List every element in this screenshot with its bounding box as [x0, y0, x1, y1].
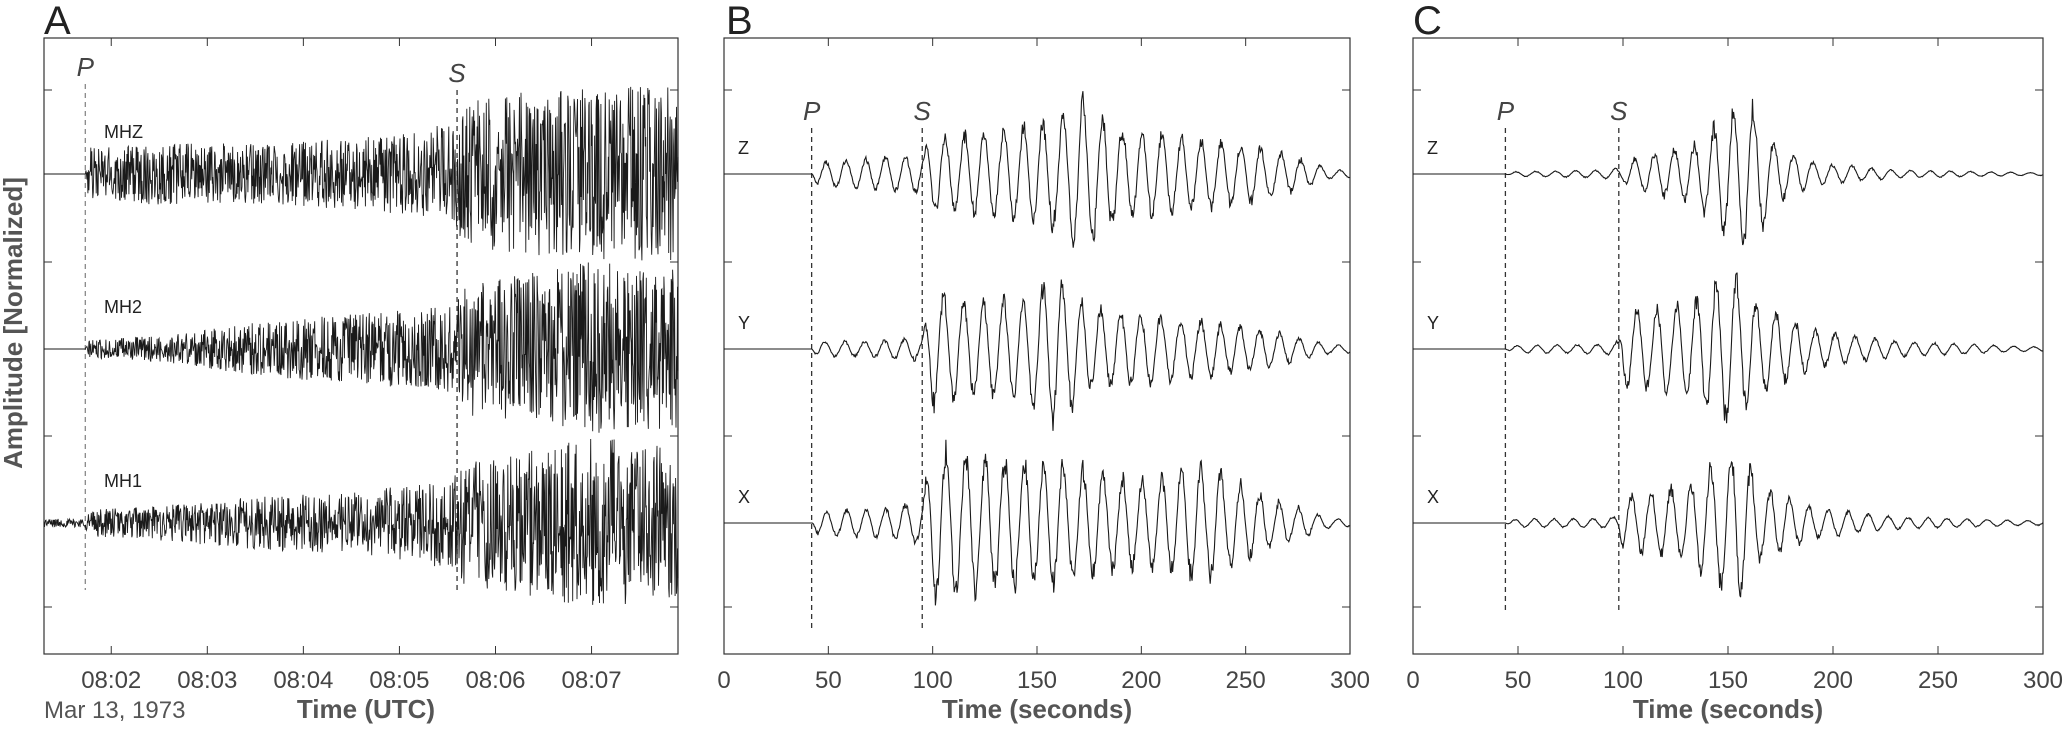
trace-MH1 [43, 438, 679, 605]
panel-C: C 0 50 100 150 200 250 300 Time (seconds) P S Z Y X [1406, 0, 2063, 724]
trace-Z [724, 91, 1351, 248]
panel-B: B 0 50 100 150 200 250 300 Time (seconds) P S Z Y X [717, 0, 1370, 724]
trace-X [1413, 460, 2044, 598]
x-axis-label: Time (UTC) [297, 694, 435, 724]
x-tick-label: 200 [1121, 667, 1161, 694]
channel-label-Z: Z [738, 138, 749, 158]
x-tick-label: 100 [913, 667, 953, 694]
panel-letter: C [1413, 0, 1442, 43]
trace-MHZ [44, 86, 679, 261]
phase-pick-S-label: S [1610, 96, 1628, 126]
x-tick-label: 08:03 [177, 667, 237, 694]
x-tick-label: 300 [2023, 667, 2063, 694]
x-tick-label: 50 [1505, 667, 1532, 694]
channel-label-Y: Y [1427, 313, 1439, 333]
trace-Y [724, 279, 1351, 431]
channel-label-MHZ: MHZ [104, 122, 143, 142]
x-tick-label: 08:02 [81, 667, 141, 694]
x-tick-label: 08:07 [562, 667, 622, 694]
x-axis-label: Time (seconds) [942, 694, 1132, 724]
phase-pick-S-label: S [914, 96, 932, 126]
x-tick-label: 50 [815, 667, 842, 694]
phase-pick-P-label: P [803, 96, 821, 126]
channel-label-Y: Y [738, 313, 750, 333]
date-label: Mar 13, 1973 [44, 697, 185, 724]
x-tick-label: 200 [1813, 667, 1853, 694]
x-tick-label: 08:05 [369, 667, 429, 694]
panel-A: A 08:02 08:03 08:04 08:05 08:06 08:07 Time (UTC… [43, 0, 679, 724]
x-tick-label: 150 [1708, 667, 1748, 694]
channel-label-MH1: MH1 [104, 471, 142, 491]
phase-pick-P-label: P [77, 52, 95, 82]
trace-MH2 [44, 262, 679, 433]
x-tick-label: 08:06 [465, 667, 525, 694]
x-tick-label: 0 [717, 667, 730, 694]
x-tick-label: 08:04 [273, 667, 333, 694]
channel-label-X: X [1427, 487, 1439, 507]
x-tick-label: 250 [1918, 667, 1958, 694]
x-tick-label: 150 [1017, 667, 1057, 694]
x-tick-label: 0 [1406, 667, 1419, 694]
x-tick-label: 100 [1603, 667, 1643, 694]
trace-X [724, 439, 1351, 606]
channel-label-MH2: MH2 [104, 297, 142, 317]
x-axis-label: Time (seconds) [1633, 694, 1823, 724]
phase-pick-S-label: S [448, 58, 466, 88]
x-tick-label: 300 [1330, 667, 1370, 694]
panel-letter: B [726, 0, 753, 43]
channel-label-Z: Z [1427, 138, 1438, 158]
phase-pick-P-label: P [1497, 96, 1515, 126]
trace-Z [1413, 98, 2044, 246]
plot-frame [1412, 37, 2044, 655]
panel-letter: A [44, 0, 71, 43]
x-tick-label: 250 [1226, 667, 1266, 694]
panels: A 08:02 08:03 08:04 08:05 08:06 08:07 Time (UTC… [43, 0, 2063, 724]
y-axis-label: Amplitude [Normalized] [0, 177, 28, 469]
trace-Y [1413, 272, 2044, 424]
channel-label-X: X [738, 487, 750, 507]
